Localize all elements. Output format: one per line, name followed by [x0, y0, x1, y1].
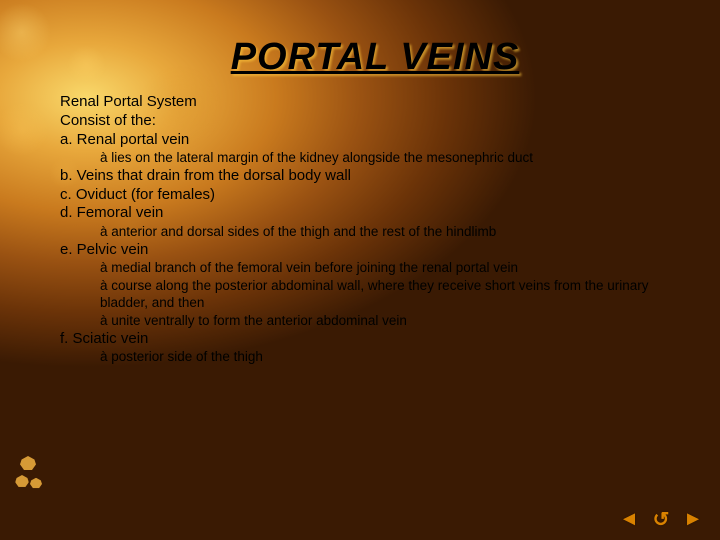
sub-f-detail: à posterior side of the thigh [100, 348, 690, 366]
sub-e-detail-2: à course along the posterior abdominal w… [100, 277, 690, 312]
home-icon: ↺ [653, 507, 670, 532]
line-b-veins-dorsal: b. Veins that drain from the dorsal body… [60, 167, 690, 186]
prev-button[interactable]: ◄ [616, 508, 642, 530]
sub-d-detail: à anterior and dorsal sides of the thigh… [100, 223, 690, 241]
slide-content: PORTAL VEINS Renal Portal System Consist… [60, 36, 690, 490]
arrow-left-icon: ◄ [619, 508, 639, 531]
sub-a-detail: à lies on the lateral margin of the kidn… [100, 149, 690, 167]
line-consist-of: Consist of the: [60, 112, 690, 131]
sub-e-detail-1: à medial branch of the femoral vein befo… [100, 259, 690, 277]
next-button[interactable]: ► [680, 508, 706, 530]
arrow-right-icon: ► [683, 508, 703, 531]
blob-icon [15, 475, 29, 487]
line-a-renal-portal-vein: a. Renal portal vein [60, 131, 690, 150]
decorative-blobs [14, 456, 44, 494]
line-f-sciatic: f. Sciatic vein [60, 330, 690, 349]
home-button[interactable]: ↺ [648, 508, 674, 530]
nav-controls: ◄ ↺ ► [616, 508, 706, 530]
line-d-femoral: d. Femoral vein [60, 204, 690, 223]
body-block: Renal Portal System Consist of the: a. R… [60, 93, 690, 366]
sub-e-detail-3: à unite ventrally to form the anterior a… [100, 312, 690, 330]
line-c-oviduct: c. Oviduct (for females) [60, 186, 690, 205]
line-renal-portal-system: Renal Portal System [60, 93, 690, 112]
blob-icon [30, 478, 42, 489]
line-e-pelvic: e. Pelvic vein [60, 241, 690, 260]
slide-title: PORTAL VEINS [60, 36, 690, 79]
blob-icon [20, 456, 36, 470]
